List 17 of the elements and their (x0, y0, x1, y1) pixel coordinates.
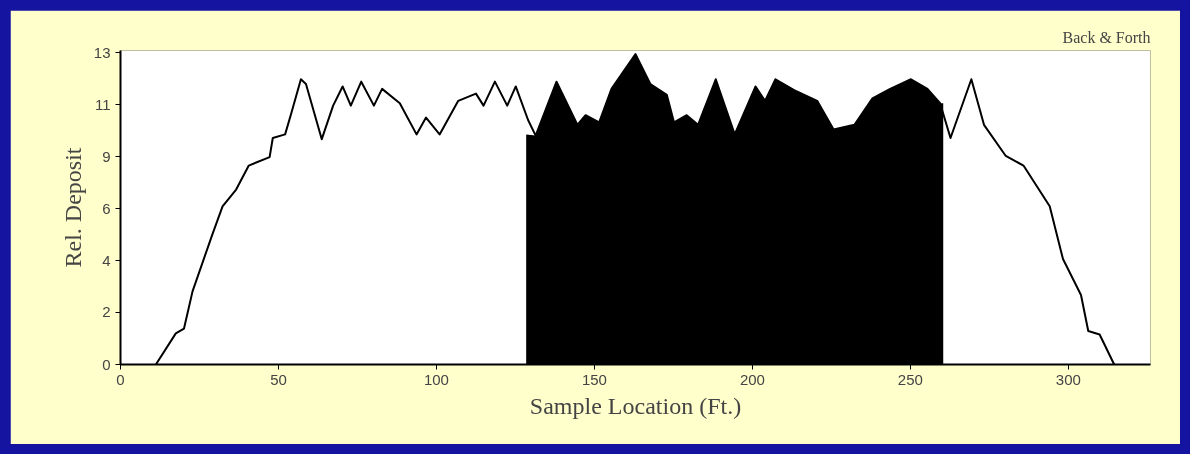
chart-title: Back & Forth (1062, 28, 1151, 46)
x-tick-label: 150 (581, 370, 607, 388)
x-tick-label: 50 (270, 370, 287, 388)
x-tick-label: 0 (116, 370, 125, 388)
y-tick-label: 2 (102, 303, 111, 321)
x-axis-title: Sample Location (Ft.) (529, 392, 742, 419)
y-tick-label: 9 (102, 147, 111, 165)
x-tick-label: 250 (897, 370, 923, 388)
y-tick-label: 4 (102, 251, 111, 269)
y-tick-label: 6 (102, 199, 111, 217)
y-tick-label: 11 (94, 95, 111, 113)
y-axis-title: Rel. Deposit (59, 147, 86, 268)
y-tick-label: 0 (102, 355, 111, 373)
x-tick-label: 200 (739, 370, 765, 388)
y-tick-label: 13 (93, 43, 111, 61)
x-tick-label: 300 (1055, 370, 1081, 388)
x-tick-label: 100 (423, 370, 449, 388)
